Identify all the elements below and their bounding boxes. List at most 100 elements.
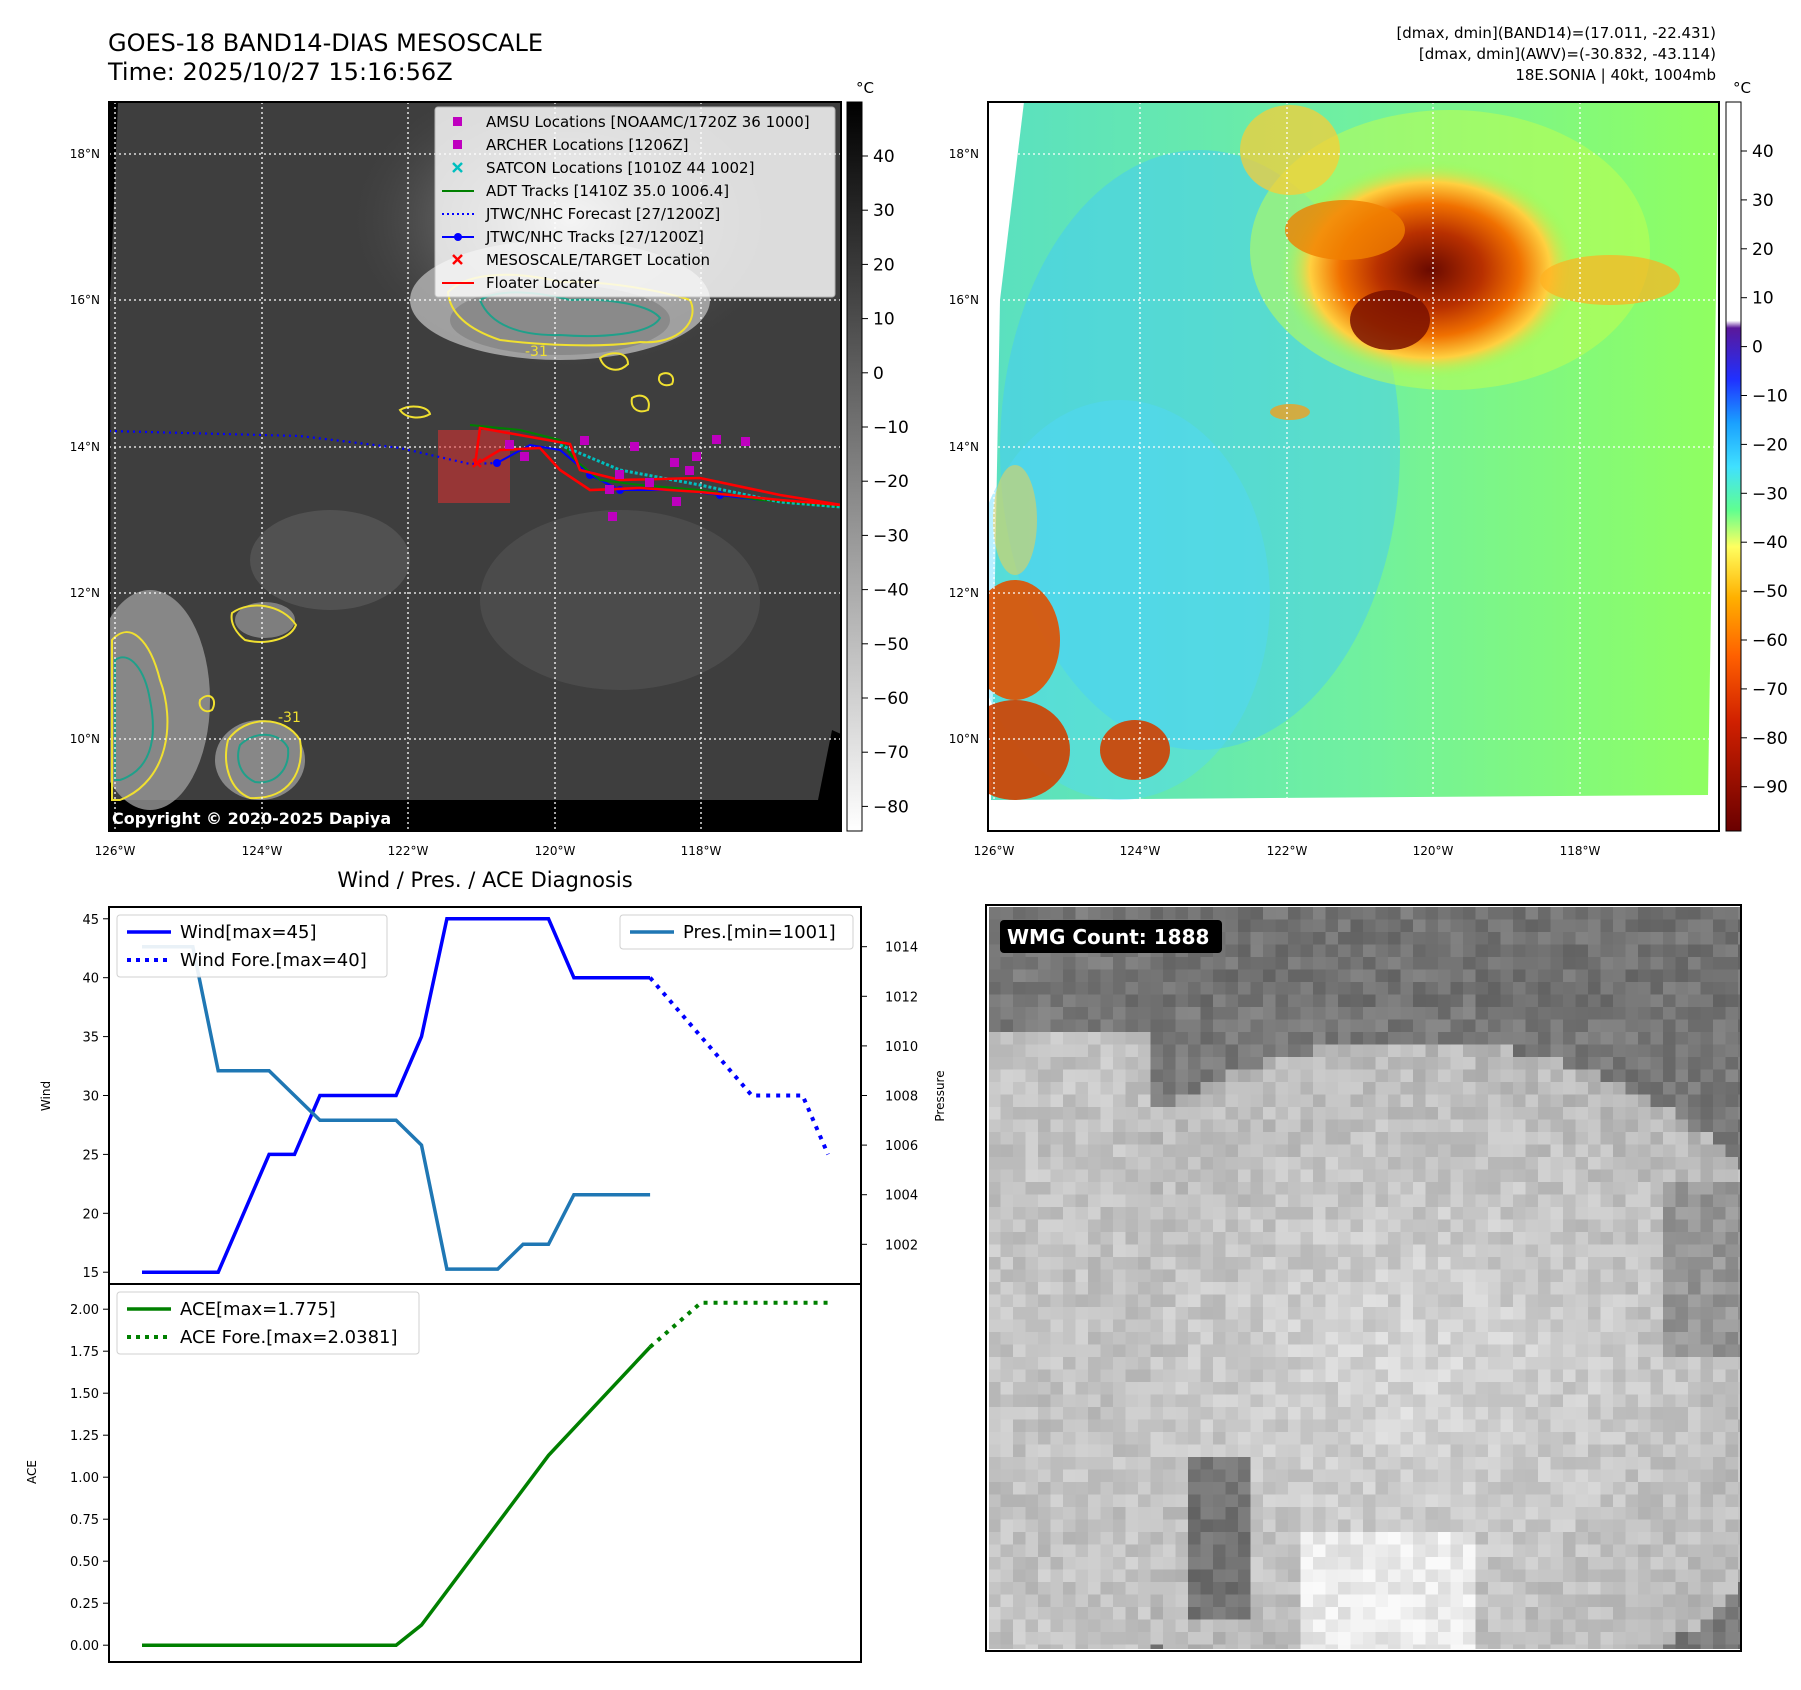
series-line xyxy=(648,1300,828,1349)
lon-label: 118°W xyxy=(1560,844,1601,858)
colorbar-tick-label: −70 xyxy=(873,743,909,763)
lon-label: 118°W xyxy=(681,844,722,858)
series-line xyxy=(142,944,651,1271)
ir-colorbar: °C 40 30 20 10 0 −10 −20 −30 −40 −50 −60 −70 −80 xyxy=(846,79,909,832)
ace-tick-label: 0.00 xyxy=(70,1639,99,1654)
wind-tick-label: 25 xyxy=(82,1148,99,1163)
map-legend-entry: AMSU Locations [NOAAMC/1720Z 36 1000] xyxy=(453,113,810,131)
wind-tick-label: 35 xyxy=(82,1031,99,1046)
colorbar-tick-label: −90 xyxy=(1752,778,1788,798)
pressure-tick-label: 1008 xyxy=(885,1090,918,1105)
pressure-tick-label: 1002 xyxy=(885,1238,918,1253)
ace-legend xyxy=(116,1291,420,1355)
lon-label: 122°W xyxy=(1267,844,1308,858)
stats-band14: [dmax, dmin](BAND14)=(17.011, -22.431) xyxy=(1396,24,1716,42)
colorbar-tick-label: 20 xyxy=(873,255,895,275)
wind-tick-label: 15 xyxy=(82,1266,99,1281)
colorbar-tick-label: −60 xyxy=(1752,631,1788,651)
ace-tick-label: 1.75 xyxy=(70,1345,99,1360)
stats-storm: 18E.SONIA | 40kt, 1004mb xyxy=(1515,66,1716,84)
map-legend-entry: ADT Tracks [1410Z 35.0 1006.4] xyxy=(442,182,729,200)
map-legend-label: AMSU Locations [NOAAMC/1720Z 36 1000] xyxy=(486,113,810,131)
pressure-axis-label: Pressure xyxy=(933,1070,947,1121)
colorbar-tick-label: 40 xyxy=(873,147,895,167)
figure-title: GOES-18 BAND14-DIAS MESOSCALE xyxy=(108,29,543,57)
wind-tick-label: 40 xyxy=(82,972,99,987)
ace-tick-label: 1.25 xyxy=(70,1429,99,1444)
lat-label: 12°N xyxy=(70,586,100,600)
colorbar-tick-label: −20 xyxy=(1752,435,1788,455)
lat-label: 14°N xyxy=(70,440,100,454)
wind-pressure-chart: Wind Pressure 15 20 25 30 35 40 45 1002 1004 1006… xyxy=(39,906,947,1285)
colorbar-tick-label: 20 xyxy=(1752,240,1774,260)
colorbar-tick-label: −50 xyxy=(873,635,909,655)
lat-label: 10°N xyxy=(70,732,100,746)
legend-ace-fore: ACE Fore.[max=2.0381] xyxy=(180,1327,398,1348)
copyright: Copyright © 2020-2025 Dapiya xyxy=(112,809,391,828)
colorbar-tick-label: 0 xyxy=(873,364,884,384)
wind-tick-label: 30 xyxy=(82,1090,99,1105)
colorbar-tick-label: −50 xyxy=(1752,582,1788,602)
awv-gridlines xyxy=(988,102,1719,831)
colorbar-tick-label: 10 xyxy=(873,310,895,330)
ace-tick-label: 1.00 xyxy=(70,1471,99,1486)
colorbar-tick-label: 30 xyxy=(873,201,895,221)
colorbar-tick-label: 30 xyxy=(1752,191,1774,211)
map-legend-label: JTWC/NHC Tracks [27/1200Z] xyxy=(485,228,704,246)
colorbar-tick-label: −10 xyxy=(1752,387,1788,407)
colorbar-tick-label: −40 xyxy=(873,581,909,601)
colorbar-tick-label: 0 xyxy=(1752,338,1763,358)
colorbar-tick-label: −70 xyxy=(1752,680,1788,700)
ace-tick-label: 2.00 xyxy=(70,1303,99,1318)
wind-legend xyxy=(116,914,388,978)
map-legend-entry: JTWC/NHC Tracks [27/1200Z] xyxy=(442,228,704,246)
wind-axis-label: Wind xyxy=(39,1081,53,1111)
map-legend-entry: SATCON Locations [1010Z 44 1002] xyxy=(452,159,754,177)
wmg-panel: WMG Count: 1888 xyxy=(985,904,1742,1652)
lat-label: 18°N xyxy=(949,147,979,161)
lat-label: 14°N xyxy=(949,440,979,454)
figure-time: Time: 2025/10/27 15:16:56Z xyxy=(107,58,453,86)
map-legend-label: JTWC/NHC Forecast [27/1200Z] xyxy=(485,205,720,223)
colorbar-tick-label: −20 xyxy=(873,472,909,492)
pressure-tick-label: 1010 xyxy=(885,1040,918,1055)
colorbar-tick-label: −80 xyxy=(873,797,909,817)
pressure-tick-label: 1014 xyxy=(885,941,918,956)
lat-label: 18°N xyxy=(70,147,100,161)
amsu-markers xyxy=(505,435,750,521)
colorbar-unit: °C xyxy=(856,79,874,97)
map-legend-entry: MESOSCALE/TARGET Location xyxy=(452,251,710,269)
series-line xyxy=(648,976,830,1156)
map-legend-entry: ARCHER Locations [1206Z] xyxy=(453,136,689,154)
colorbar-tick-label: 10 xyxy=(1752,289,1774,309)
map-legend-entry: JTWC/NHC Forecast [27/1200Z] xyxy=(442,205,720,223)
colorbar-tick-label: −10 xyxy=(873,418,909,438)
pressure-legend xyxy=(619,914,854,950)
stats-awv: [dmax, dmin](AWV)=(-30.832, -43.114) xyxy=(1419,45,1716,63)
lat-label: 10°N xyxy=(949,732,979,746)
legend-wind-fore: Wind Fore.[max=40] xyxy=(180,950,367,971)
pressure-tick-label: 1006 xyxy=(885,1139,918,1154)
lat-label: 16°N xyxy=(949,293,979,307)
lat-label: 12°N xyxy=(949,586,979,600)
legend-wind: Wind[max=45] xyxy=(180,922,317,943)
satcon-track xyxy=(559,443,841,509)
contour-label-2: -31 xyxy=(525,344,548,360)
contour-label: -31 xyxy=(278,710,301,726)
lon-label: 124°W xyxy=(1120,844,1161,858)
wind-tick-label: 45 xyxy=(82,913,99,928)
awv-colorbar: °C 40 30 20 10 0 −10 −20 −30 −40 −50 −60 −70 −80 −90 xyxy=(1725,79,1788,832)
ace-chart: ACE 0.00 0.25 0.50 0.75 1.00 1.25 1.50 1.75 2.00… xyxy=(25,1283,862,1663)
lon-label: 124°W xyxy=(242,844,283,858)
lon-label: 126°W xyxy=(974,844,1015,858)
ace-tick-label: 0.25 xyxy=(70,1597,99,1612)
colorbar-tick-label: −30 xyxy=(873,526,909,546)
map-legend-entry: Floater Locater xyxy=(442,274,600,292)
lon-label: 122°W xyxy=(388,844,429,858)
legend-pressure: Pres.[min=1001] xyxy=(683,922,836,943)
legend-ace: ACE[max=1.775] xyxy=(180,1299,336,1320)
lon-label: 120°W xyxy=(535,844,576,858)
map-legend-label: ARCHER Locations [1206Z] xyxy=(486,136,689,154)
lon-label: 126°W xyxy=(95,844,136,858)
